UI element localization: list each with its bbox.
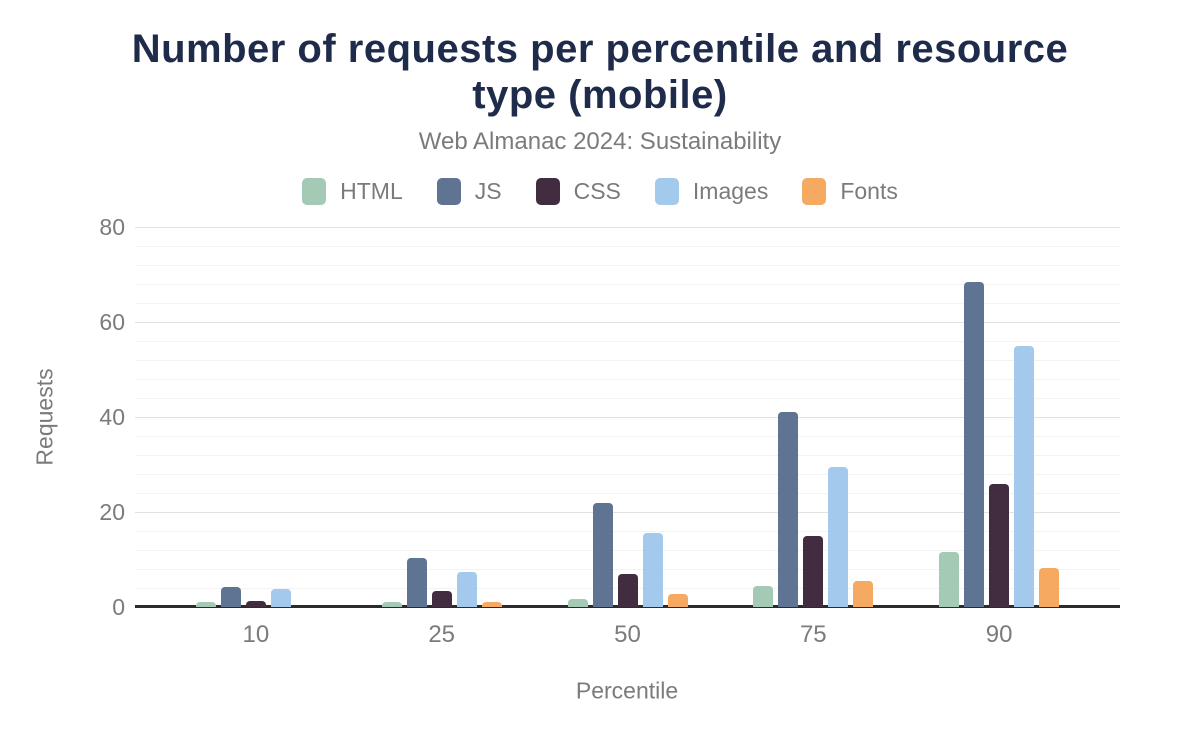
- bar-js-p10[interactable]: [220, 587, 241, 607]
- bar-js-p50[interactable]: [592, 502, 613, 607]
- legend-label: Fonts: [840, 178, 898, 204]
- gridline-minor-24: [135, 492, 1120, 494]
- bar-css-p25[interactable]: [431, 590, 452, 607]
- bar-js-p25[interactable]: [406, 558, 427, 607]
- legend-item-fonts: Fonts: [802, 178, 898, 205]
- bar-html-p25[interactable]: [381, 602, 402, 607]
- bar-html-p10[interactable]: [195, 602, 216, 607]
- bar-css-p90[interactable]: [989, 483, 1010, 607]
- bar-css-p75[interactable]: [803, 535, 824, 607]
- legend-item-html: HTML: [302, 178, 403, 205]
- bar-css-p10[interactable]: [245, 600, 266, 607]
- gridline-minor-72: [135, 264, 1120, 266]
- bar-fonts-p75[interactable]: [853, 580, 874, 607]
- x-tick-10: 10: [242, 621, 270, 648]
- gridline-minor-68: [135, 283, 1120, 285]
- y-axis-title-text: Requests: [31, 368, 58, 466]
- legend-label: JS: [474, 178, 502, 204]
- gridline-minor-36: [135, 435, 1120, 437]
- chart-title: Number of requests per percentile and re…: [131, 27, 1069, 117]
- gridline-major-20: [135, 511, 1120, 513]
- bar-html-p90[interactable]: [939, 552, 960, 607]
- legend-item-images: Images: [654, 178, 769, 205]
- bar-fonts-p50[interactable]: [667, 593, 688, 607]
- x-tick-90: 90: [985, 621, 1013, 648]
- chart-subtitle: Web Almanac 2024: Sustainability: [418, 128, 782, 155]
- legend-item-css: CSS: [535, 178, 621, 205]
- gridline-minor-52: [135, 359, 1120, 361]
- bar-js-p75[interactable]: [778, 412, 799, 607]
- legend-swatch-images: [654, 178, 679, 205]
- gridline-minor-16: [135, 530, 1120, 532]
- x-axis-title: Percentile: [575, 677, 679, 704]
- gridline-minor-56: [135, 340, 1120, 342]
- bar-fonts-p90[interactable]: [1039, 568, 1060, 607]
- bar-images-p25[interactable]: [456, 572, 477, 607]
- legend-swatch-css: [535, 178, 560, 205]
- legend: HTML JS CSS Images Fonts: [0, 178, 1200, 205]
- x-tick-75: 75: [799, 621, 827, 648]
- legend-swatch-html: [302, 178, 327, 205]
- plot-grid: [135, 226, 1120, 608]
- gridline-major-40: [135, 416, 1120, 418]
- legend-label: CSS: [573, 178, 621, 204]
- gridline-minor-32: [135, 454, 1120, 456]
- gridline-minor-64: [135, 302, 1120, 304]
- bar-images-p10[interactable]: [270, 588, 291, 607]
- y-tick-80: 80: [99, 214, 125, 240]
- bar-fonts-p25[interactable]: [481, 602, 502, 607]
- bar-images-p50[interactable]: [642, 533, 663, 607]
- bar-html-p50[interactable]: [567, 599, 588, 607]
- gridline-minor-44: [135, 397, 1120, 399]
- gridline-minor-28: [135, 473, 1120, 475]
- legend-swatch-fonts: [802, 178, 827, 205]
- gridline-major-80: [135, 226, 1120, 228]
- gridline-minor-76: [135, 245, 1120, 247]
- bar-images-p90[interactable]: [1014, 345, 1035, 607]
- y-tick-40: 40: [99, 404, 125, 430]
- bar-css-p50[interactable]: [617, 573, 638, 607]
- x-tick-50: 50: [614, 621, 641, 648]
- bar-html-p75[interactable]: [753, 585, 774, 607]
- y-tick-0: 0: [112, 594, 125, 620]
- x-tick-25: 25: [428, 621, 456, 648]
- legend-label: Images: [692, 178, 769, 204]
- gridline-minor-8: [135, 568, 1120, 570]
- bar-js-p90[interactable]: [964, 281, 985, 607]
- gridline-minor-12: [135, 549, 1120, 551]
- legend-item-js: JS: [436, 178, 502, 205]
- legend-label: HTML: [340, 178, 403, 204]
- legend-swatch-js: [436, 178, 461, 205]
- y-tick-20: 20: [99, 499, 125, 525]
- gridline-minor-48: [135, 378, 1120, 380]
- bar-images-p75[interactable]: [828, 466, 849, 607]
- y-tick-60: 60: [99, 309, 125, 335]
- gridline-major-60: [135, 321, 1120, 323]
